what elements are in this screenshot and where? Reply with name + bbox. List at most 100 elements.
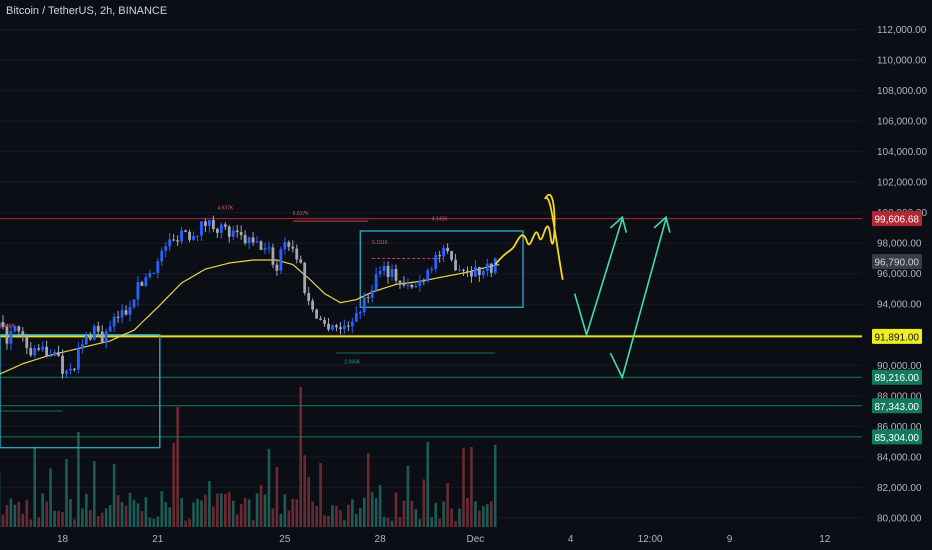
candle-body [477, 266, 481, 276]
volume-bar [65, 459, 68, 527]
candle-body [331, 325, 334, 330]
volume-bar [335, 505, 338, 527]
volume-bar [172, 442, 175, 527]
volume-bar [263, 494, 267, 527]
volume-bar [120, 501, 124, 527]
candle-body [358, 311, 362, 314]
volume-bar [61, 512, 64, 527]
y-tick-label: 108,000.00 [877, 86, 927, 97]
candle-body [402, 282, 406, 286]
candle-body [17, 326, 21, 332]
candle-body [128, 307, 132, 315]
volume-bar [295, 499, 299, 527]
candle-body [327, 323, 330, 330]
volume-bar [454, 520, 457, 527]
volume-bar [112, 464, 116, 527]
volume-bar [291, 498, 295, 527]
y-tick-label: 102,000.00 [877, 178, 927, 189]
candle-body [370, 290, 374, 298]
candle-body [104, 331, 108, 343]
candle-body [88, 336, 92, 340]
candle-body [350, 321, 354, 327]
candle-body [176, 240, 180, 242]
candle-body [156, 261, 160, 273]
volume-bar [493, 444, 497, 527]
y-tick-label: 104,000.00 [877, 147, 927, 158]
candle-body [430, 268, 434, 271]
forecast-green-path-2 [609, 218, 667, 380]
candle-body [374, 274, 378, 291]
volume-bar [156, 516, 160, 527]
volume-bar [414, 509, 418, 527]
volume-bar [176, 407, 179, 527]
y-tick-label: 86,000.00 [877, 422, 922, 433]
candle-body [398, 280, 402, 283]
candle-body [41, 346, 45, 350]
y-tick-label: 96,000.00 [877, 269, 922, 280]
price-badge-label: 91,891.00 [875, 332, 920, 343]
price-badge [872, 254, 922, 270]
price-badge [872, 369, 922, 385]
volume-bar [462, 448, 465, 527]
volume-bar [331, 505, 334, 527]
candle-body [470, 271, 473, 277]
volume-bar [422, 479, 426, 527]
x-tick-label: 18 [57, 534, 69, 545]
candle-body [263, 248, 267, 250]
candle-body [208, 220, 211, 226]
drawn-rectangles [0, 230, 524, 449]
time-axis[interactable]: 18 21 25 28 Dec 4 12:00 9 12 [57, 534, 831, 545]
candle-body [239, 232, 243, 236]
candle-body [410, 284, 414, 288]
candle-body [422, 280, 426, 282]
volume-bar [303, 455, 306, 527]
volume-bar [482, 506, 485, 527]
price-axis[interactable]: 80,000.00 82,000.00 84,000.00 86,000.00 88,0… [877, 25, 927, 524]
candle-body [92, 326, 96, 340]
volume-bar [227, 491, 231, 527]
volume-bar [204, 494, 207, 527]
volume-bar [398, 516, 402, 527]
volume-bar [77, 432, 80, 527]
candle-body [200, 221, 203, 236]
candle-body [319, 318, 322, 320]
candle-body [231, 230, 235, 237]
price-badge [872, 211, 922, 227]
x-tick-label: 28 [375, 534, 387, 545]
candle-body [279, 249, 283, 271]
candle-body [489, 263, 493, 273]
volume-bar [386, 517, 390, 527]
volume-bar [466, 498, 469, 527]
candle-body [378, 271, 382, 275]
volume-bar [188, 518, 191, 527]
forecast-drawings [494, 194, 671, 380]
volume-bar [358, 508, 362, 527]
volume-bar [53, 510, 56, 527]
volume-bar [25, 499, 29, 527]
candle-body [311, 300, 315, 310]
volume-bar [390, 520, 394, 527]
candle-body [69, 368, 72, 371]
range-box-right [359, 230, 524, 308]
volume-bar [69, 499, 72, 527]
candle-body [235, 230, 239, 233]
volume-bar [164, 502, 168, 527]
volume-bar [402, 500, 406, 527]
volume-annotation: 2.066K [344, 360, 361, 366]
candle-body [386, 266, 390, 277]
candle-body [77, 348, 80, 370]
volume-bar [13, 504, 17, 527]
candle-body [267, 247, 271, 249]
volume-bar [243, 497, 247, 527]
volume-annotation: 6.191K [372, 240, 389, 246]
y-tick-label: 90,000.00 [877, 361, 922, 372]
x-tick-label: 25 [279, 534, 291, 545]
horizontal-levels [0, 218, 862, 438]
volume-bar [29, 519, 33, 527]
volume-bar [259, 485, 263, 527]
candle-body [462, 269, 465, 271]
volume-bar [124, 505, 128, 527]
candle-body [136, 282, 140, 300]
